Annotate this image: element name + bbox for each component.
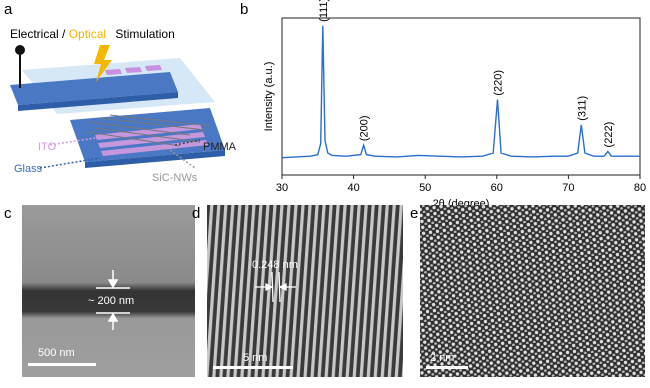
haadf-image (420, 205, 645, 377)
device-schematic (10, 45, 225, 168)
hrtem-image (207, 205, 403, 377)
width-label: ~ 200 nm (88, 295, 134, 307)
spacing-marker (255, 271, 296, 303)
plot-frame (281, 17, 641, 176)
x-tick-label: 30 (276, 182, 288, 194)
scale-bar (426, 366, 468, 369)
y-axis-label: Intensity (a.u.) (263, 62, 275, 132)
x-tick-label: 40 (347, 182, 359, 194)
ito-label: ITO (38, 141, 57, 153)
pmma-label: PMMA (203, 141, 237, 153)
sic-label: SiC-NWs (152, 172, 198, 184)
scale-bar (28, 363, 96, 366)
spacing-label: 0.248 nm (252, 259, 298, 271)
panel-label: b (240, 1, 248, 18)
panel-label: d (192, 205, 200, 222)
glass-label: Glass (14, 163, 43, 175)
x-tick-label: 50 (419, 182, 431, 194)
scale-bar-label: 2 nm (430, 352, 454, 364)
xrd-line (281, 25, 640, 159)
peak-label: (220) (493, 70, 505, 96)
scale-bar (213, 366, 293, 369)
panel-label: c (4, 205, 12, 222)
scale-bar-label: 500 nm (38, 347, 75, 359)
tem-image (22, 205, 195, 377)
x-tick-label: 70 (562, 182, 574, 194)
peak-label: (200) (359, 115, 371, 141)
width-arrows (96, 270, 130, 330)
panel-label: e (410, 205, 418, 222)
leader-lines (39, 137, 201, 169)
x-tick-label: 80 (634, 182, 646, 194)
x-tick-label: 60 (491, 182, 503, 194)
panel-label: a (4, 1, 13, 18)
scale-bar-label: 5 nm (243, 352, 267, 364)
peak-label: (111) (318, 0, 330, 22)
label-part: Stimulation (115, 27, 174, 41)
label-part: Optical (69, 27, 106, 41)
label-part: / (62, 27, 66, 41)
label-part: Electrical (10, 27, 59, 41)
peak-label: (311) (576, 96, 588, 121)
peak-label: (222) (603, 122, 615, 148)
stimulation-label: Electrical / Optical Stimulation (10, 27, 175, 41)
